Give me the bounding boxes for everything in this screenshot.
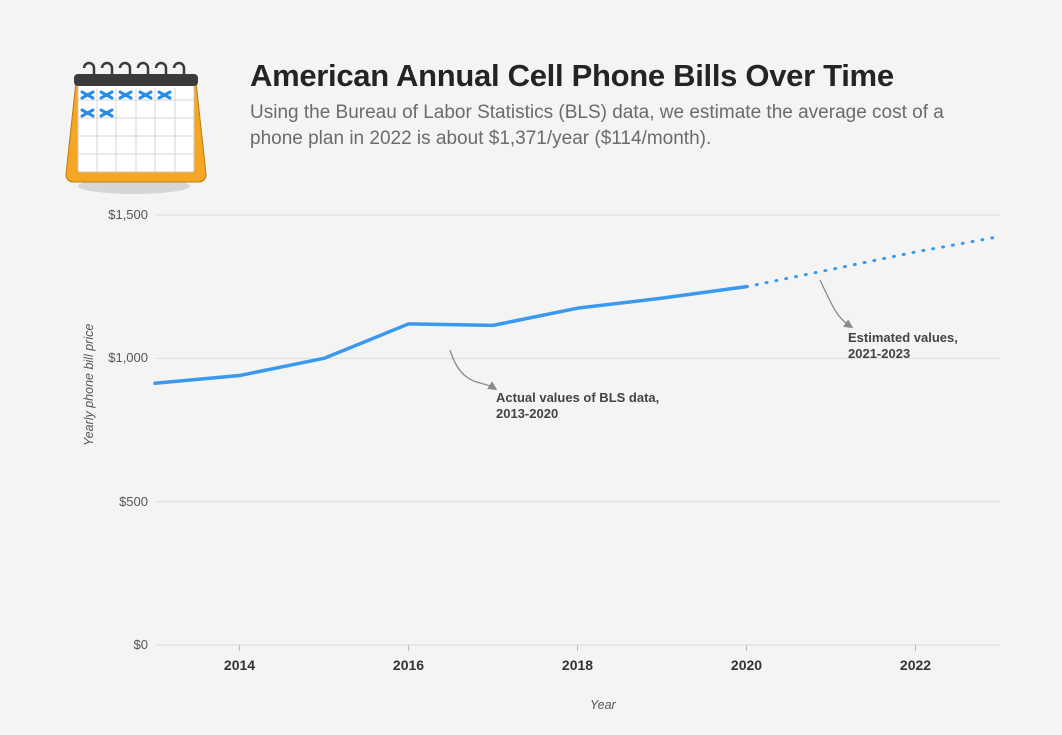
x-tick-label: 2018: [548, 657, 608, 673]
y-tick-label: $1,000: [98, 350, 148, 365]
annotation-text: 2013-2020: [496, 406, 659, 422]
infographic-container: American Annual Cell Phone Bills Over Ti…: [0, 0, 1062, 735]
y-tick-label: $1,500: [98, 207, 148, 222]
annotation-text: 2021-2023: [848, 346, 958, 362]
header: American Annual Cell Phone Bills Over Ti…: [250, 58, 990, 151]
y-tick-label: $500: [98, 494, 148, 509]
annotation-actual: Actual values of BLS data,2013-2020: [496, 390, 659, 423]
y-tick-label: $0: [98, 637, 148, 652]
chart-area: Yearly phone bill price Year $0 $500 $1,00…: [80, 210, 1020, 710]
line-chart: [80, 210, 1020, 710]
annotation-text: Estimated values,: [848, 330, 958, 346]
calendar-icon: [48, 48, 218, 198]
annotation-estimated: Estimated values,2021-2023: [848, 330, 958, 363]
x-tick-label: 2020: [717, 657, 777, 673]
x-tick-label: 2022: [886, 657, 946, 673]
annotation-text: Actual values of BLS data,: [496, 390, 659, 406]
chart-subtitle: Using the Bureau of Labor Statistics (BL…: [250, 100, 990, 151]
y-axis-label: Yearly phone bill price: [82, 324, 96, 446]
x-axis-label: Year: [590, 698, 616, 712]
chart-title: American Annual Cell Phone Bills Over Ti…: [250, 58, 990, 94]
x-tick-label: 2016: [379, 657, 439, 673]
x-tick-label: 2014: [210, 657, 270, 673]
